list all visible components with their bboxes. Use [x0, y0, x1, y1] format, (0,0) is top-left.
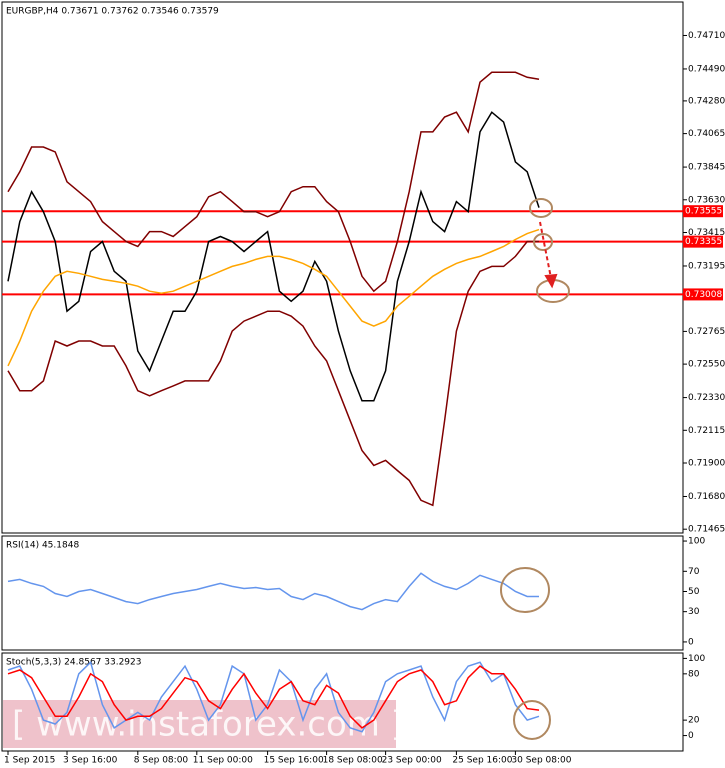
rsi-pane [1, 535, 684, 651]
series-line [7, 572, 539, 611]
annotation-circle [500, 567, 550, 613]
y-tick-label: 0.74490 [688, 64, 725, 74]
level-label: 0.73555 [685, 207, 722, 217]
annotation-circle [533, 233, 553, 251]
y-tick-label: 0 [688, 637, 694, 647]
x-tick-label: 18 Sep 08:00 [323, 756, 383, 766]
y-tick-label: 0.72550 [688, 360, 725, 370]
y-tick-label: 0.73195 [688, 261, 725, 271]
x-tick-label: 15 Sep 16:00 [264, 756, 324, 766]
y-tick-label: 0.74065 [688, 129, 725, 139]
annotation-circle [529, 198, 553, 218]
arrow-shaft [539, 221, 552, 279]
y-tick-label: 0.72115 [688, 426, 725, 436]
y-tick-label: 0.71680 [688, 492, 725, 502]
y-tick-label: 100 [688, 654, 705, 664]
x-tick-label: 8 Sep 08:00 [134, 756, 189, 766]
y-tick-label: 0.71465 [688, 525, 725, 535]
x-tick-label: 11 Sep 00:00 [193, 756, 253, 766]
y-tick-label: 0.72765 [688, 327, 725, 337]
y-tick-label: 80 [688, 669, 700, 679]
y-tick-label: 0.71900 [688, 459, 725, 469]
y-tick-label: 70 [688, 567, 700, 577]
series-line [7, 665, 540, 729]
y-tick-label: 0.73845 [688, 163, 725, 173]
x-tick-label: 30 Sep 08:00 [511, 756, 571, 766]
y-tick-label: 0 [688, 731, 694, 741]
price-pane [1, 1, 684, 534]
pane-title: Stoch(5,3,3) 24.8567 33.2923 [6, 658, 141, 668]
y-tick-label: 0.73630 [688, 195, 725, 205]
level-label-box [683, 205, 723, 218]
plot-layer: EURGBP,H4 0.73671 0.73762 0.73546 0.7357… [2, 7, 725, 766]
pane-title: EURGBP,H4 0.73671 0.73762 0.73546 0.7357… [6, 7, 219, 17]
y-tick-label: 30 [688, 607, 700, 617]
y-tick-label: 20 [688, 716, 700, 726]
y-tick-label: 50 [688, 587, 700, 597]
x-tick-label: 23 Sep 00:00 [382, 756, 442, 766]
annotation-circle [513, 700, 551, 740]
pane-title: RSI(14) 45.1848 [6, 541, 79, 551]
y-tick-label: 0.74280 [688, 96, 725, 106]
level-label-box [683, 288, 723, 301]
series-line [7, 71, 540, 293]
series-line [7, 240, 539, 507]
x-tick-label: 25 Sep 16:00 [452, 756, 512, 766]
arrow-head [544, 273, 558, 289]
series-line [7, 660, 540, 733]
level-label: 0.73008 [685, 290, 722, 300]
annotations [500, 198, 570, 740]
y-tick-label: 0.74710 [688, 31, 725, 41]
y-tick-label: 100 [688, 537, 705, 547]
series-line [7, 111, 540, 402]
x-tick-label: 3 Sep 16:00 [63, 756, 118, 766]
level-label-box [683, 235, 723, 248]
level-label: 0.73355 [685, 237, 722, 247]
y-tick-label: 0.73415 [688, 228, 725, 238]
x-tick-label: 1 Sep 2015 [4, 756, 55, 766]
series-line [7, 228, 540, 367]
y-tick-label: 0.72330 [688, 393, 725, 403]
